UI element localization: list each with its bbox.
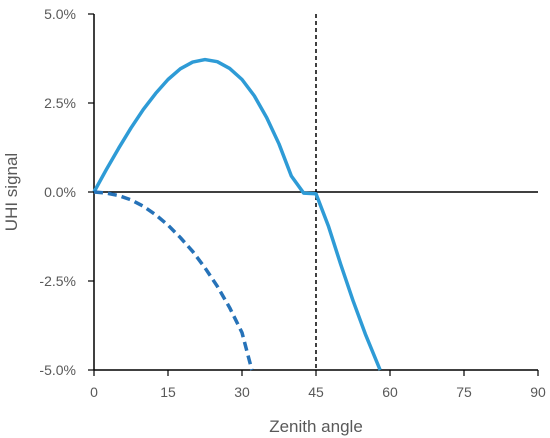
x-tick-label: 90 bbox=[530, 384, 546, 400]
y-axis-title: UHI signal bbox=[2, 153, 21, 231]
x-tick-label: 75 bbox=[456, 384, 472, 400]
x-axis-ticks: 0 15 30 45 60 75 90 bbox=[90, 370, 546, 400]
y-tick-label: -2.5% bbox=[39, 273, 76, 289]
y-axis-ticks: -5.0% -2.5% 0.0% 2.5% 5.0% bbox=[39, 6, 94, 378]
series-line-2-dashed bbox=[93, 190, 254, 371]
x-tick-label: 60 bbox=[382, 384, 398, 400]
x-axis-title: Zenith angle bbox=[269, 417, 363, 436]
x-tick-label: 0 bbox=[90, 384, 98, 400]
x-tick-label: 45 bbox=[308, 384, 324, 400]
x-tick-label: 15 bbox=[160, 384, 176, 400]
x-tick-label: 30 bbox=[234, 384, 250, 400]
y-tick-label: -5.0% bbox=[39, 362, 76, 378]
reference-lines bbox=[94, 14, 538, 370]
y-tick-label: 5.0% bbox=[44, 6, 76, 22]
y-tick-label: 2.5% bbox=[44, 95, 76, 111]
y-tick-label: 0.0% bbox=[44, 184, 76, 200]
series-line-1-solid bbox=[92, 57, 382, 371]
series-layer bbox=[92, 57, 382, 371]
